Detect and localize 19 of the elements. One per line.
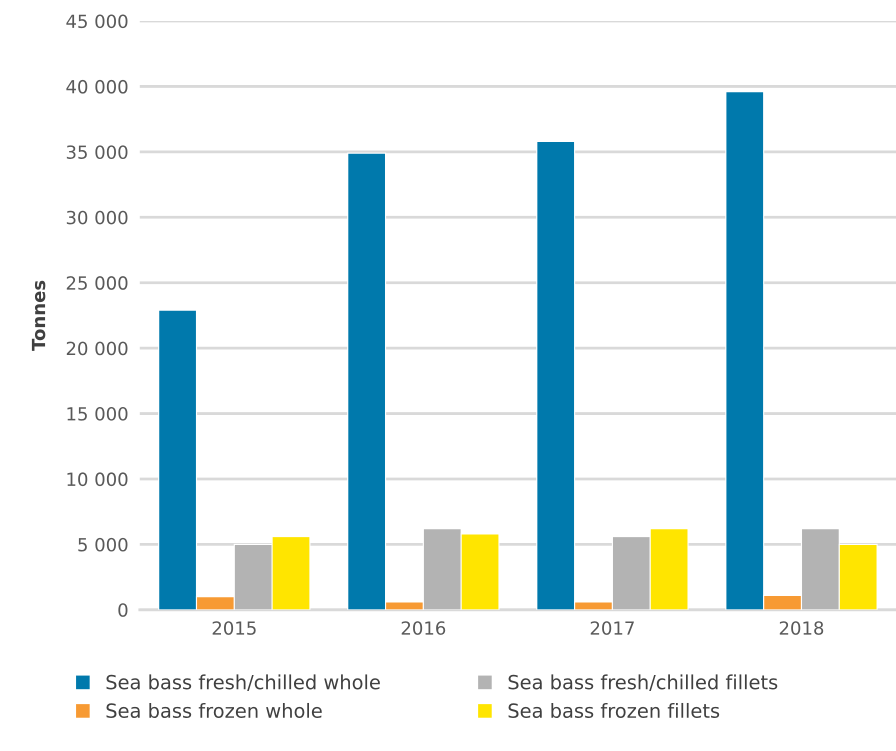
y-tick-label: 10 000 [67,472,128,486]
x-tick-label: 2018 [780,621,824,635]
y-tick-label: 40 000 [66,80,128,94]
legend-label: Sea bass fresh/chilled whole [106,674,380,691]
y-tick-label: 35 000 [66,145,128,159]
x-tick-label: 2015 [212,621,256,635]
y-tick-label: 5 000 [78,538,128,552]
x-tick-label: 2016 [402,621,446,635]
y-tick-label: 0 [118,603,128,617]
y-tick-label: 45 000 [66,14,128,28]
legend-label: Sea bass frozen whole [106,702,322,718]
y-axis-title: Tonnes [32,280,46,351]
y-tick-label: 15 000 [67,407,128,421]
y-tick-label: 25 000 [66,276,128,290]
x-tick-label: 2017 [590,621,634,635]
y-tick-label: 20 000 [66,342,128,356]
legend-label: Sea bass fresh/chilled fillets [508,674,778,691]
y-tick-label: 30 000 [66,210,128,224]
legend-label: Sea bass frozen fillets [508,702,720,718]
